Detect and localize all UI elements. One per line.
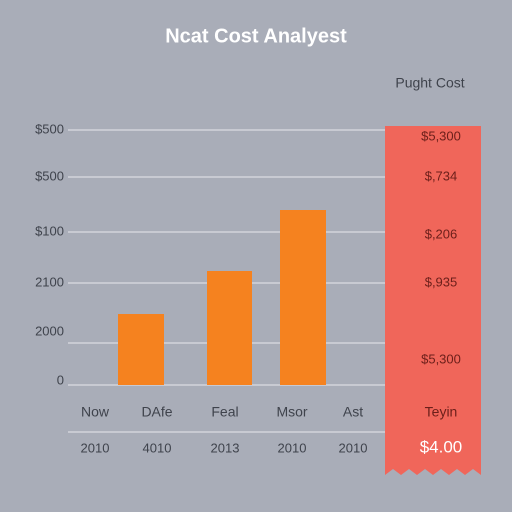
panel-value: $5,300 xyxy=(421,128,461,143)
y-axis-label: 2100 xyxy=(35,274,64,289)
y-axis-labels: $500 $500 $100 2100 2000 0 xyxy=(35,121,64,387)
column-year: 2013 xyxy=(211,440,240,455)
bar xyxy=(207,271,252,385)
panel-total: $4.00 xyxy=(420,437,463,456)
y-axis-label: $100 xyxy=(35,223,64,238)
panel-value: $,206 xyxy=(425,226,458,241)
column-year: 4010 xyxy=(143,440,172,455)
column-label: Ast xyxy=(343,404,363,420)
column-label: Now xyxy=(81,404,110,420)
bar xyxy=(280,210,326,385)
panel-value: $,935 xyxy=(425,274,458,289)
bar xyxy=(118,314,164,385)
panel-title: Pught Cost xyxy=(395,75,464,91)
panel-labels: $5,300 $,734 $,206 $,935 $5,300 Teyin $4.00 xyxy=(420,128,463,456)
column-year: 2010 xyxy=(278,440,307,455)
y-axis-label: 0 xyxy=(57,372,64,387)
column-label: DAfe xyxy=(141,404,172,420)
y-axis-label: $500 xyxy=(35,168,64,183)
highlight-panel xyxy=(385,126,481,475)
panel-value: $,734 xyxy=(425,168,458,183)
column-label: Feal xyxy=(211,404,238,420)
y-axis-label: $500 xyxy=(35,121,64,136)
column-label: Msor xyxy=(276,404,307,420)
panel-label: Teyin xyxy=(425,404,458,420)
column-labels: Now 2010 DAfe 4010 Feal 2013 Msor 2010 Ast 2010 xyxy=(81,404,368,456)
y-axis-label: 2000 xyxy=(35,323,64,338)
panel-value: $5,300 xyxy=(421,351,461,366)
column-year: 2010 xyxy=(81,440,110,455)
column-year: 2010 xyxy=(339,440,368,455)
title: Ncat Cost Analyest xyxy=(165,25,347,47)
